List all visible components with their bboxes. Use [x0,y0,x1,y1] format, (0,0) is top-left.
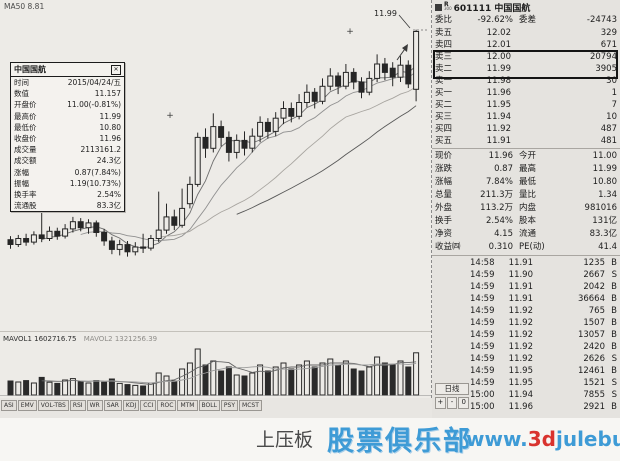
candle-info-tooltip: 中国国航 ✕ 时间 2015/04/24/五 数值 11.157 开盘价 11.00(-0… [10,62,125,213]
bid-list: 买一 11.96 1 买二 11.95 7 买三 11.94 10 买四 11.92 487 买五 11.… [432,87,620,147]
bid-row: 买四 11.92 487 [435,124,617,134]
indicator-tab-bar: ASI EMV VOL-TBS RSI WR SAR KDJ CCI ROC MTM BOLL PSY… [0,398,432,414]
quote-panel: R 300 601111 中国国航 委比 -92.62% 委差 -24743 卖… [432,0,620,418]
tick-row: 14:59 11.92 13057 B [470,330,617,340]
tick-row: 14:59 11.92 2626 S [470,354,617,364]
ask-row: 卖五 12.02 329 [435,28,617,38]
watermark-brand: 股票俱乐部 [327,426,472,457]
tick-row: 14:58 11.91 1235 B [470,258,617,268]
indicator-tab-asi[interactable]: ASI [1,400,17,411]
zoom-in-button[interactable]: + [435,397,446,409]
tick-row: 14:59 11.92 2420 B [470,342,617,352]
stat-row: 现价 11.96 今开 11.00 [435,151,617,161]
volume-chart-canvas[interactable] [0,332,431,398]
ask-row: 卖三 12.00 20794 [435,52,617,62]
tick-row: 14:59 11.91 36664 B [470,294,617,304]
bid-row: 买五 11.91 481 [435,136,617,146]
tick-list: 14:58 11.91 1235 B 14:59 11.90 2667 S 14:59 11.91… [432,257,620,413]
high-price-callout: 11.99 [374,9,397,18]
tick-row: 14:59 11.92 765 B [470,306,617,316]
tooltip-row: 换手率 2.54% [14,190,121,200]
stat-row: 净资 4.15 流通 83.3亿 [435,229,617,239]
tick-row: 14:59 11.91 2042 B [470,282,617,292]
pane-divider [0,331,431,332]
tick-row: 15:00 11.96 2921 B [470,402,617,412]
zoom-out-button[interactable]: - [446,397,458,409]
tooltip-row: 开盘价 11.00(-0.81%) [14,100,121,110]
bid-row: 买一 11.96 1 [435,88,617,98]
handwritten-note: 上压板 [256,429,314,451]
kline-chart-pane[interactable]: + + MA50 8.81 MAVOL1 1602716.75 MAVOL2 13… [0,0,432,398]
period-selector[interactable]: 日线 [435,383,469,395]
tooltip-row: 振幅 1.19(10.73%) [14,178,121,188]
indicator-tab-roc[interactable]: ROC [157,400,177,411]
tooltip-rows: 时间 2015/04/24/五 数值 11.157 开盘价 11.00(-0.81%) 最高… [11,77,124,211]
tick-row: 14:59 11.95 1521 S [470,378,617,388]
stat-row: 外盘 113.2万 内盘 981016 [435,203,617,213]
stats-grid: 现价 11.96 今开 11.00 涨跌 0.87 最高 11.99 涨幅 7.84% 最低 10.8… [432,150,620,254]
svg-text:+: + [166,111,174,121]
indicator-tab-boll[interactable]: BOLL [198,400,220,411]
tooltip-row: 流通股 83.3亿 [14,201,121,211]
indicator-tab-sar[interactable]: SAR [103,400,122,411]
tooltip-row: 涨幅 0.87(7.84%) [14,167,121,177]
stat-row: 总量 211.3万 量比 1.34 [435,190,617,200]
chart-controls: 日线 + - 0 [435,383,470,409]
ma-indicator-label: MA50 8.81 [4,2,45,11]
zoom-reset-button[interactable]: 0 [458,397,470,409]
indicator-tab-wr[interactable]: WR [86,400,103,411]
tick-row: 14:59 11.90 2667 S [470,270,617,280]
tick-row: 15:00 11.94 7855 S [470,390,617,400]
mavol-indicator-label: MAVOL1 1602716.75 MAVOL2 1321256.39 [3,335,157,343]
ask-row: 卖二 11.99 3905 [435,64,617,74]
bid-row: 买二 11.95 7 [435,100,617,110]
svg-text:+: + [346,27,354,37]
ask-list: 卖五 12.02 329 卖四 12.01 671 卖三 12.00 20794 卖二 11.99 3… [432,27,620,87]
tooltip-row: 最高价 11.99 [14,111,121,121]
watermark-url: www.3djulebu.com [466,427,620,451]
tooltip-row: 数值 11.157 [14,89,121,99]
tooltip-title: 中国国航 [14,65,46,74]
indicator-tab-mtm[interactable]: MTM [177,400,198,411]
mavol2-label: MAVOL2 1321256.39 [83,335,158,343]
indicator-tab-psy[interactable]: PSY [220,400,239,411]
stat-row: 涨跌 0.87 最高 11.99 [435,164,617,174]
indicator-tab-mcst[interactable]: MCST [239,400,262,411]
tooltip-row: 时间 2015/04/24/五 [14,78,121,87]
mavol1-label: MAVOL1 1602716.75 [3,335,77,343]
tick-row: 14:59 11.95 12461 B [470,366,617,376]
bottom-strip: 上压板 股票俱乐部 www.3djulebu.com [0,418,620,461]
tooltip-row: 成交量 2113161.2 [14,145,121,155]
quote-panel-header: R 300 601111 中国国航 [432,0,620,14]
indicator-tab-kdj[interactable]: KDJ [122,400,140,411]
margin-index-badge: R 300 [444,1,452,11]
ask-row: 卖四 12.01 671 [435,40,617,50]
tooltip-titlebar: 中国国航 ✕ [11,63,124,77]
indicator-tab-rsi[interactable]: RSI [69,400,86,411]
tooltip-row: 最低价 10.80 [14,122,121,132]
indicator-tab-vol-tbs[interactable]: VOL-TBS [37,400,69,411]
indicator-tab-emv[interactable]: EMV [17,400,37,411]
tick-row: 14:59 11.92 1507 B [470,318,617,328]
panel-divider [432,148,620,149]
zoom-buttons: + - 0 [435,397,470,409]
stock-logo-icon [435,3,442,11]
stat-row: 换手 2.54% 股本 131亿 [435,216,617,226]
ask-row: 卖一 11.98 30 [435,76,617,86]
tooltip-row: 成交额 24.3亿 [14,156,121,166]
weibi-row: 委比 -92.62% 委差 -24743 [435,15,617,25]
panel-divider [432,255,620,256]
bid-row: 买三 11.94 10 [435,112,617,122]
stat-row: 收益㈣ 0.310 PE(动) 41.4 [435,242,617,252]
indicator-tab-cci[interactable]: CCI [140,400,157,411]
tooltip-row: 收盘价 11.96 [14,134,121,144]
stat-row: 涨幅 7.84% 最低 10.80 [435,177,617,187]
stock-code-name: 601111 中国国航 [453,3,531,14]
price-chart-canvas[interactable]: ++ [0,0,431,332]
close-icon[interactable]: ✕ [111,64,121,75]
